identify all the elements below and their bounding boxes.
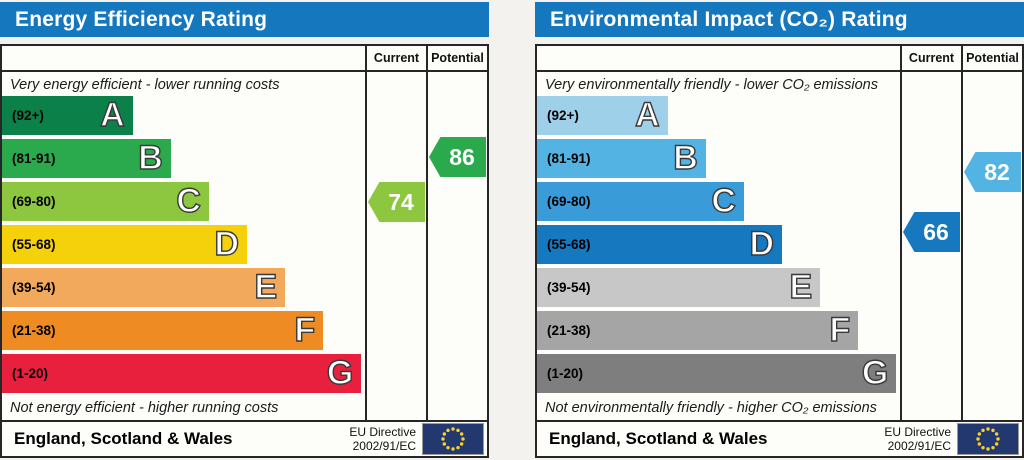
eu-flag [957,423,1019,455]
band-range: (39-54) [547,280,591,295]
top-note: Very environmentally friendly - lower CO… [545,77,878,93]
band-range: (81-91) [12,151,56,166]
band-A: (92+) A [2,96,133,135]
band-B: (81-91) B [2,139,171,178]
band-D: (55-68) D [537,225,783,264]
current-column-header: Current [365,46,426,70]
band-A: (92+) A [537,96,668,135]
potential-column: 82 [961,72,1022,420]
band-letter: B [673,139,699,177]
band-letter: C [711,182,737,220]
chart-body: Very environmentally friendly - lower CO… [537,72,1022,420]
column-header-row: Current Potential [2,46,487,72]
band-range: (55-68) [12,237,56,252]
band-letter: F [294,311,316,349]
potential-column-header: Potential [961,46,1022,70]
current-rating-marker: 74 [368,182,425,222]
band-letter: F [829,311,851,349]
environmental-impact-title: Environmental Impact (CO₂) Rating [535,2,1024,37]
band-F: (21-38) F [537,311,859,350]
band-range: (92+) [12,108,44,123]
environmental-impact-chart: Current Potential Very environmentally f… [535,44,1024,458]
band-range: (69-80) [547,194,591,209]
band-range: (39-54) [12,280,56,295]
current-column: 74 [365,72,426,420]
band-letter: E [254,268,278,306]
header-spacer [537,46,900,70]
potential-rating-marker: 82 [964,152,1021,192]
eu-flag [422,423,484,455]
band-range: (81-91) [547,151,591,166]
eu-directive-line2: 2002/91/EC [887,439,951,453]
eu-directive-line2: 2002/91/EC [352,439,416,453]
energy-efficiency-chart: Current Potential Very energy efficient … [0,44,489,458]
header-spacer [2,46,365,70]
environmental-impact-panel: Environmental Impact (CO₂) Rating Curren… [535,2,1024,458]
band-range: (55-68) [547,237,591,252]
band-range: (1-20) [547,366,584,381]
current-column: 66 [900,72,961,420]
eu-directive-line1: EU Directive [884,424,951,439]
band-C: (69-80) C [2,182,209,221]
band-range: (21-38) [547,323,591,338]
band-E: (39-54) E [2,268,286,307]
band-letter: C [176,182,202,220]
band-range: (92+) [547,108,579,123]
band-letter: D [214,225,240,263]
band-E: (39-54) E [537,268,821,307]
column-header-row: Current Potential [537,46,1022,72]
band-letter: G [861,354,889,392]
eu-directive-label: EU Directive 2002/91/EC [884,425,951,454]
band-letter: B [138,139,164,177]
band-letter: G [326,354,354,392]
eu-directive-line1: EU Directive [349,424,416,439]
bands: (92+) A (81-91) B (69-80) C (55-68) D (39-54) E (2… [2,96,365,397]
band-letter: A [634,96,660,134]
region-label: England, Scotland & Wales [549,429,768,448]
region-label: England, Scotland & Wales [14,429,233,448]
current-rating-marker: 66 [903,212,960,252]
bands-area: Very environmentally friendly - lower CO… [537,72,900,420]
band-F: (21-38) F [2,311,324,350]
chart-body: Very energy efficient - lower running co… [2,72,487,420]
band-D: (55-68) D [2,225,248,264]
current-column-header: Current [900,46,961,70]
band-C: (69-80) C [537,182,744,221]
bottom-note: Not environmentally friendly - higher CO… [545,400,877,416]
band-G: (1-20) G [2,354,362,393]
bands-area: Very energy efficient - lower running co… [2,72,365,420]
band-G: (1-20) G [537,354,897,393]
potential-column-header: Potential [426,46,487,70]
band-letter: A [99,96,125,134]
energy-efficiency-panel: Energy Efficiency Rating Current Potenti… [0,2,489,458]
potential-rating-marker: 86 [429,137,486,177]
band-B: (81-91) B [537,139,706,178]
footer-row: England, Scotland & Wales EU Directive 2… [2,420,487,456]
band-range: (21-38) [12,323,56,338]
potential-column: 86 [426,72,487,420]
footer-row: England, Scotland & Wales EU Directive 2… [537,420,1022,456]
top-note: Very energy efficient - lower running co… [10,77,280,93]
band-letter: E [789,268,813,306]
band-range: (69-80) [12,194,56,209]
bottom-note: Not energy efficient - higher running co… [10,400,279,416]
eu-directive-label: EU Directive 2002/91/EC [349,425,416,454]
band-letter: D [749,225,775,263]
bands: (92+) A (81-91) B (69-80) C (55-68) D (39-54) E (2… [537,96,900,397]
band-range: (1-20) [12,366,49,381]
energy-efficiency-title: Energy Efficiency Rating [0,2,489,37]
